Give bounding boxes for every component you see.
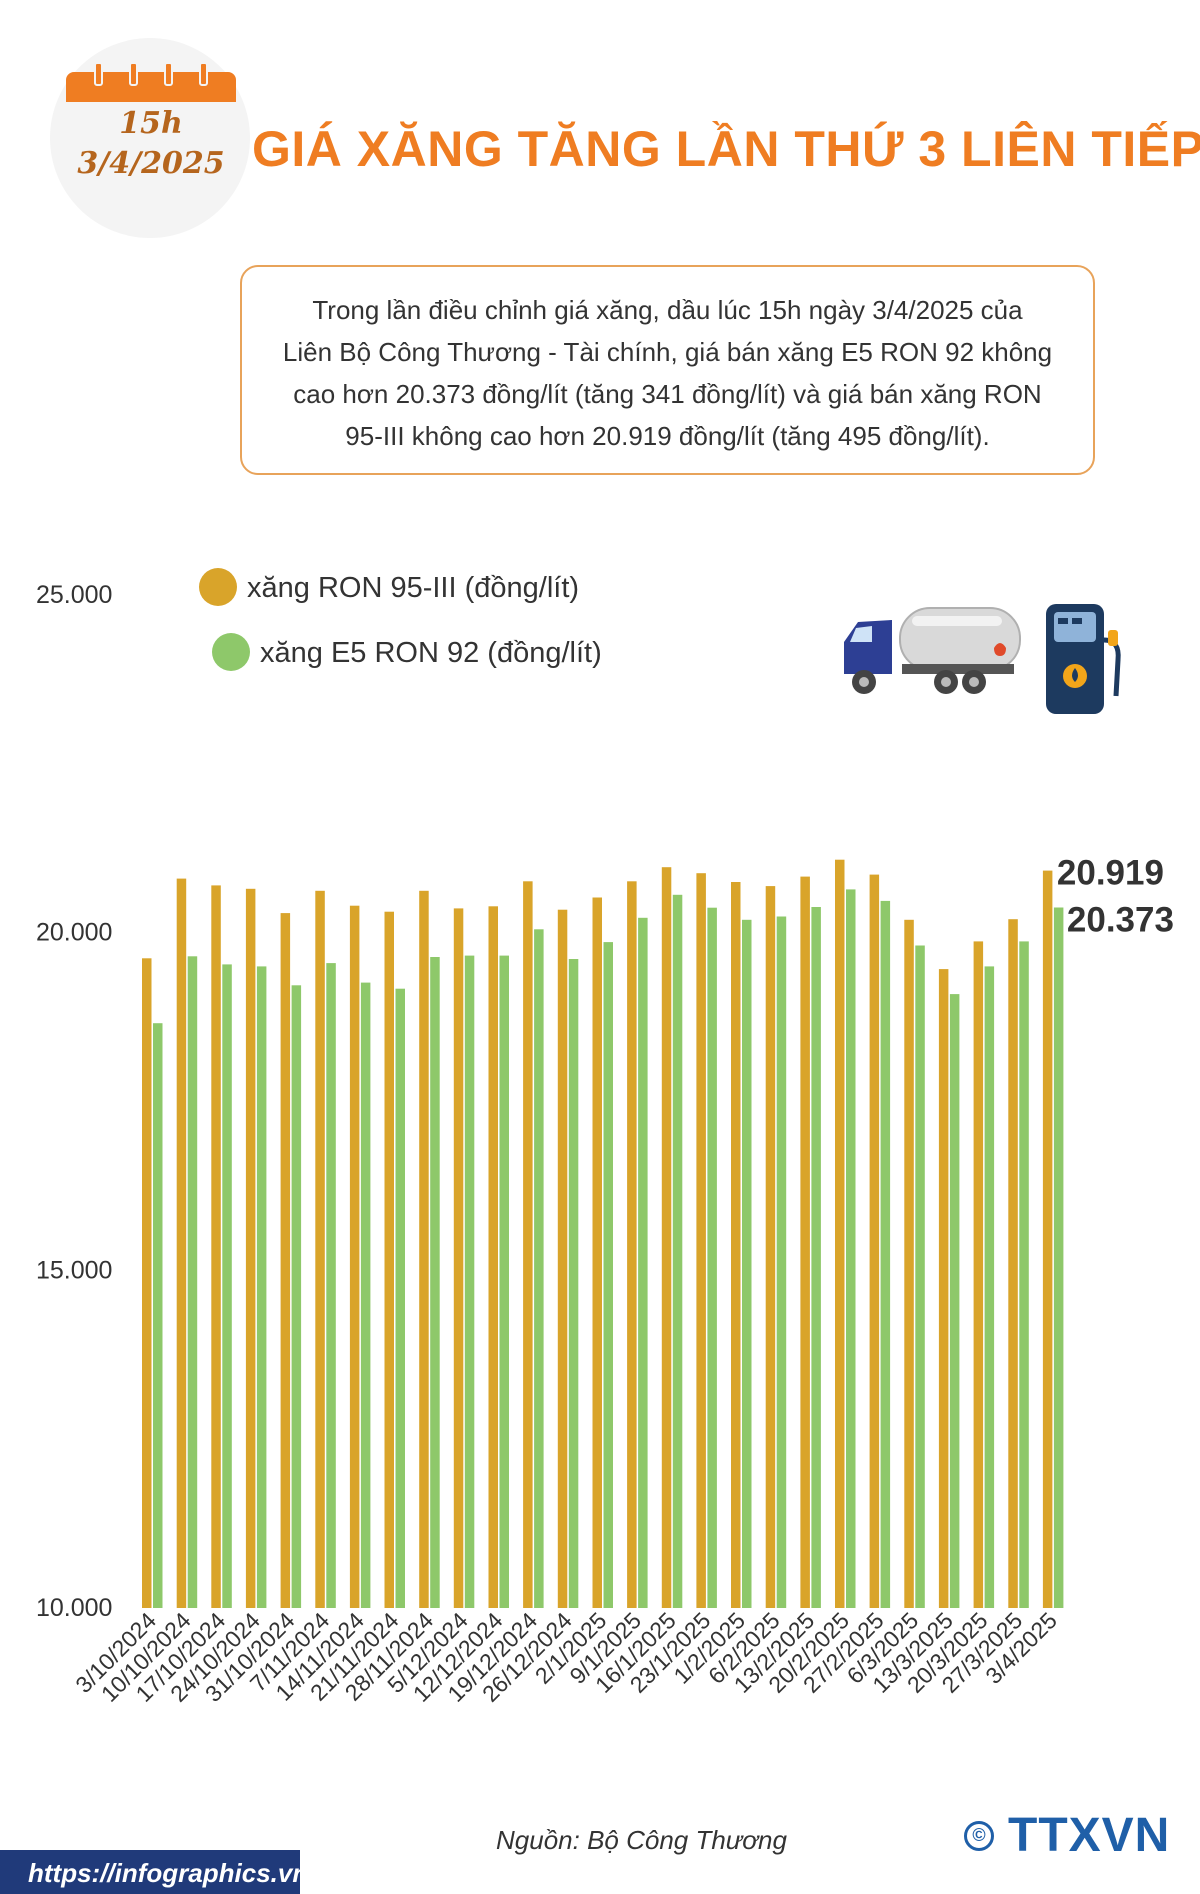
bar-ron95 bbox=[419, 890, 429, 1608]
bar-ron95 bbox=[800, 876, 810, 1608]
page-title: GIÁ XĂNG TĂNG LẦN THỨ 3 LIÊN TIẾP bbox=[252, 121, 1200, 177]
bar-e5 bbox=[430, 957, 440, 1608]
bar-ron95 bbox=[384, 911, 394, 1608]
update-time: 15h bbox=[119, 106, 183, 141]
y-tick-label: 10.000 bbox=[36, 1594, 112, 1622]
bar-ron95 bbox=[938, 969, 949, 1608]
bar-e5 bbox=[742, 919, 752, 1608]
bar-e5 bbox=[326, 963, 336, 1608]
calendar-ring bbox=[129, 62, 138, 86]
bar-e5 bbox=[464, 955, 475, 1608]
bar-ron95 bbox=[627, 881, 637, 1608]
bar-ron95 bbox=[245, 888, 256, 1608]
bar-e5 bbox=[291, 985, 302, 1608]
bar-e5 bbox=[360, 982, 371, 1608]
calendar-icon: 15h 3/4/2025 bbox=[66, 62, 236, 190]
legend-swatch bbox=[199, 568, 237, 606]
calendar-ring bbox=[94, 62, 103, 86]
bar-e5 bbox=[672, 894, 683, 1608]
bar-ron95 bbox=[765, 886, 776, 1608]
intro-line: 95-III không cao hơn 20.919 đồng/lít (tă… bbox=[345, 421, 990, 451]
bar-ron95 bbox=[592, 897, 602, 1608]
bar-ron95 bbox=[280, 913, 291, 1608]
legend-label: xăng E5 RON 92 (đồng/lít) bbox=[260, 637, 602, 669]
bar-ron95 bbox=[835, 859, 845, 1608]
bar-ron95 bbox=[488, 906, 498, 1608]
y-tick-label: 25.000 bbox=[36, 581, 112, 609]
bar-e5 bbox=[187, 956, 198, 1608]
bar-e5 bbox=[707, 907, 717, 1608]
site-url-link[interactable]: https://infographics.vn bbox=[28, 1858, 309, 1888]
calendar-ring bbox=[164, 62, 173, 86]
y-tick-label: 20.000 bbox=[36, 919, 112, 947]
brand-logo: © TTXVN bbox=[964, 1808, 1170, 1863]
bar-e5 bbox=[1053, 907, 1064, 1608]
bar-e5 bbox=[222, 964, 232, 1608]
bar-ron95 bbox=[142, 958, 152, 1608]
legend-label: xăng RON 95-III (đồng/lít) bbox=[247, 572, 579, 604]
bar-e5 bbox=[534, 929, 544, 1608]
bar-ron95 bbox=[523, 881, 533, 1608]
intro-box: Trong lần điều chỉnh giá xăng, dầu lúc 1… bbox=[240, 265, 1095, 475]
bar-ron95 bbox=[973, 941, 984, 1608]
bar-ron95 bbox=[661, 867, 672, 1608]
fuel-pump-icon bbox=[1046, 604, 1121, 714]
date-circle-background bbox=[50, 38, 250, 238]
bar-e5 bbox=[880, 900, 891, 1608]
fuel-tanker-truck-icon bbox=[844, 607, 1021, 694]
data-label-ron95: 20.919 bbox=[1057, 854, 1164, 893]
intro-line: Liên Bộ Công Thương - Tài chính, giá bán… bbox=[282, 337, 1053, 367]
bar-e5 bbox=[395, 988, 405, 1608]
bar-e5 bbox=[256, 966, 267, 1608]
bar-ron95 bbox=[315, 890, 325, 1608]
bar-e5 bbox=[846, 889, 856, 1608]
source-note: Nguồn: Bộ Công Thương bbox=[496, 1825, 787, 1855]
bar-e5 bbox=[984, 966, 995, 1608]
bar-e5 bbox=[915, 945, 925, 1608]
bar-e5 bbox=[603, 942, 613, 1608]
bar-e5 bbox=[568, 959, 579, 1608]
y-tick-label: 15.000 bbox=[36, 1256, 112, 1284]
bar-ron95 bbox=[453, 908, 464, 1608]
bar-e5 bbox=[638, 917, 648, 1608]
bar-e5 bbox=[1019, 941, 1029, 1608]
bar-ron95 bbox=[1042, 870, 1053, 1608]
bar-ron95 bbox=[349, 905, 360, 1608]
bar-ron95 bbox=[869, 874, 880, 1608]
calendar-header bbox=[66, 72, 236, 102]
intro-line: cao hơn 20.373 đồng/lít (tăng 341 đồng/l… bbox=[293, 379, 1042, 409]
bar-e5 bbox=[811, 907, 821, 1608]
legend-swatch bbox=[212, 633, 250, 671]
bar-ron95 bbox=[696, 873, 706, 1608]
bar-ron95 bbox=[211, 885, 221, 1608]
bar-e5 bbox=[776, 916, 787, 1608]
calendar-ring bbox=[199, 62, 208, 86]
url-bar bbox=[0, 1850, 300, 1894]
bar-ron95 bbox=[557, 909, 568, 1608]
bar-ron95 bbox=[176, 878, 187, 1608]
bar-e5 bbox=[499, 955, 509, 1608]
bar-ron95 bbox=[731, 882, 741, 1608]
fuel-price-chart: 25.000 20.000 15.000 10.000 xăng RON 95-III … bbox=[36, 568, 1174, 1707]
bar-ron95 bbox=[1008, 919, 1018, 1608]
bar-e5 bbox=[153, 1023, 163, 1608]
intro-line: Trong lần điều chỉnh giá xăng, dầu lúc 1… bbox=[312, 295, 1023, 325]
bar-ron95 bbox=[904, 919, 914, 1608]
update-date: 3/4/2025 bbox=[77, 146, 225, 181]
brand-name: TTXVN bbox=[1008, 1809, 1171, 1862]
bar-e5 bbox=[949, 994, 960, 1608]
copyright-icon: © bbox=[964, 1820, 994, 1851]
data-label-e5: 20.373 bbox=[1067, 900, 1174, 939]
